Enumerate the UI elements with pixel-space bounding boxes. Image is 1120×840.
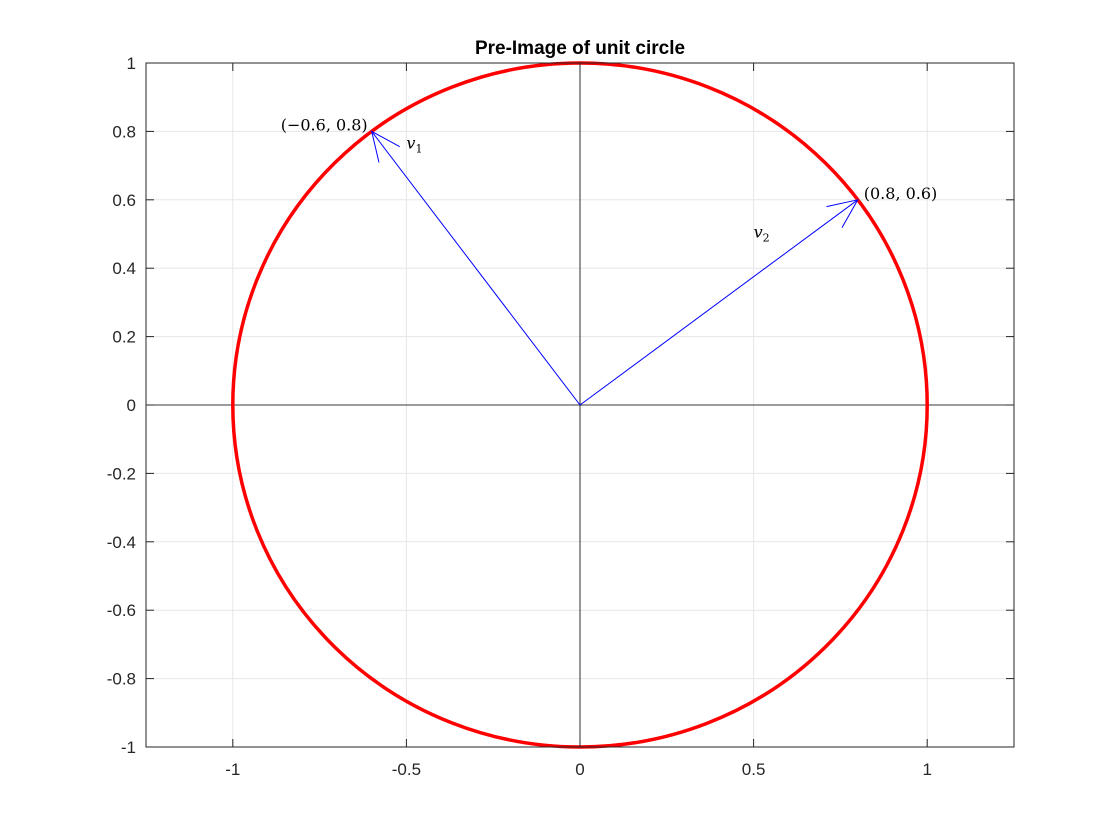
vector-label-1: v1 [406,134,422,156]
vector-line-1 [371,131,581,406]
y-tick-label: 1 [127,54,136,73]
vector-label-2: v2 [754,222,770,244]
x-tick-label: 0 [575,760,584,779]
y-tick-label: 0.8 [112,122,136,141]
annotations: (−0.6, 0.8) (0.8, 0.6) [281,115,938,202]
y-tick-label: -0.6 [107,601,136,620]
y-tick-label: 0.2 [112,328,136,347]
y-tick-label: -0.4 [107,533,136,552]
y-tick-label: 0.6 [112,191,136,210]
y-tick-label: -0.8 [107,670,136,689]
x-tick-label: 0.5 [742,760,766,779]
x-tick-label: 1 [922,760,931,779]
y-tick-label: -1 [121,738,136,757]
y-tick-label: -0.2 [107,464,136,483]
y-tick-label: 0 [127,396,136,415]
chart-title: Pre-Image of unit circle [475,38,685,59]
x-tick-label: -0.5 [392,760,421,779]
vector-arrowhead-1 [370,130,401,163]
vector-line-2 [579,199,859,406]
vectors: v1 v2 [370,130,859,406]
tick-labels: -1 -0.5 0 0.5 1 -1 -0.8 -0.6 -0.4 -0.2 0 0.2 0.4 0.6 0… [107,54,932,779]
tick-marks [146,62,1014,748]
point-annotation-1: (−0.6, 0.8) [281,115,368,134]
vector-arrowhead-2 [826,199,859,228]
y-tick-label: 0.4 [112,259,136,278]
x-tick-label: -1 [225,760,240,779]
point-annotation-2: (0.8, 0.6) [864,184,938,203]
